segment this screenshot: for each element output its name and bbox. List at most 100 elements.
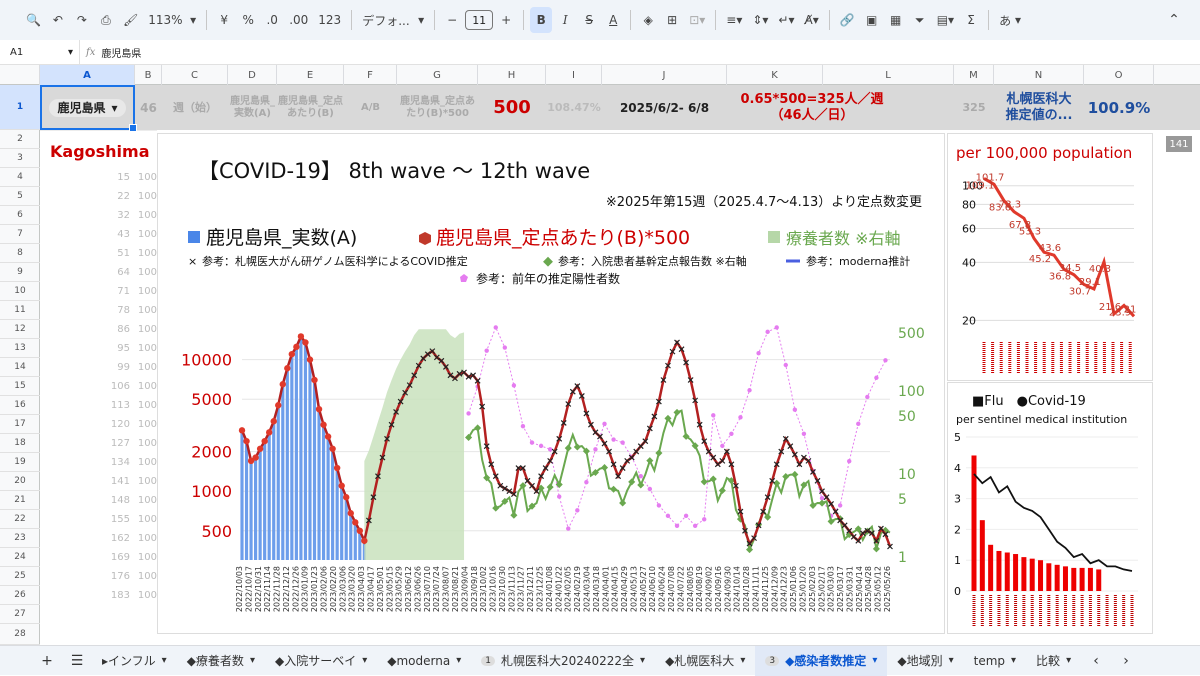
cell-value[interactable]: 155 bbox=[110, 514, 130, 525]
cell-value[interactable]: 100 bbox=[137, 324, 157, 335]
text-wrap-icon[interactable]: ↵▾ bbox=[778, 13, 795, 27]
cell-d1[interactable]: 鹿児島県_実数(A) bbox=[230, 95, 275, 119]
font-select[interactable]: デフォ... ▾ bbox=[358, 7, 428, 33]
sheet-tab[interactable]: ◆札幌医科大 ▾ bbox=[655, 646, 755, 676]
cell-h1[interactable]: 500 bbox=[493, 96, 531, 118]
cell-value[interactable]: 113 bbox=[110, 400, 130, 411]
cell-g1[interactable]: 鹿児島県_定点あたり(B)*500 bbox=[400, 95, 475, 119]
chevron-down-icon[interactable]: ▾ bbox=[948, 655, 954, 666]
row-header[interactable]: 2 bbox=[0, 130, 40, 149]
column-header-e[interactable]: E bbox=[277, 65, 344, 85]
chevron-down-icon[interactable]: ▾ bbox=[1011, 655, 1017, 666]
search-menus-icon[interactable]: 🔍 bbox=[26, 13, 41, 27]
row-header[interactable]: 10 bbox=[0, 282, 40, 301]
cell-value[interactable]: 100 bbox=[137, 229, 157, 240]
scroll-left-icon[interactable]: ‹ bbox=[1093, 652, 1099, 669]
row-header[interactable]: 1 bbox=[0, 85, 40, 130]
insert-chart-icon[interactable]: ▦ bbox=[890, 13, 902, 27]
region-dropdown[interactable]: 鹿児島県 ▾ bbox=[49, 98, 126, 117]
sentinel-chart[interactable]: ■Flu ●Covid-19 per sentinel medical inst… bbox=[947, 382, 1153, 634]
font-size-decrease-icon[interactable]: − bbox=[447, 13, 458, 27]
print-icon[interactable]: ⎙ bbox=[101, 12, 111, 27]
row-header[interactable]: 11 bbox=[0, 301, 40, 320]
row-header[interactable]: 7 bbox=[0, 225, 40, 244]
cell-value[interactable]: 100 bbox=[137, 533, 157, 544]
cell-i1[interactable]: 108.47% bbox=[547, 100, 601, 114]
formula-content[interactable]: 鹿児島県 bbox=[101, 48, 142, 60]
borders-icon[interactable]: ⊞ bbox=[667, 13, 678, 27]
row-header[interactable]: 4 bbox=[0, 168, 40, 187]
row-header[interactable]: 26 bbox=[0, 586, 40, 605]
column-header-i[interactable]: I bbox=[546, 65, 602, 85]
sheet-tab[interactable]: ◆入院サーベイ ▾ bbox=[265, 646, 377, 676]
row-header[interactable]: 21 bbox=[0, 491, 40, 510]
column-header-d[interactable]: D bbox=[228, 65, 277, 85]
row-header[interactable]: 25 bbox=[0, 567, 40, 586]
paint-format-icon[interactable]: 🖌 bbox=[122, 13, 139, 27]
cell-value[interactable]: 100 bbox=[137, 590, 157, 601]
currency-format-button[interactable]: ¥ bbox=[220, 13, 228, 27]
cell-value[interactable]: 95 bbox=[117, 343, 130, 354]
bold-icon[interactable]: B bbox=[530, 7, 553, 33]
column-header-j[interactable]: J bbox=[602, 65, 727, 85]
more-formats-button[interactable]: 123 bbox=[318, 13, 342, 27]
chevron-down-icon[interactable]: ▾ bbox=[362, 655, 368, 666]
column-header-m[interactable]: M bbox=[954, 65, 994, 85]
cell-value[interactable]: 100 bbox=[137, 419, 157, 430]
cell-f1[interactable]: A/B bbox=[360, 101, 380, 113]
chevron-down-icon[interactable]: ▾ bbox=[249, 655, 255, 666]
cell-value[interactable]: 100 bbox=[137, 343, 157, 354]
cell-value[interactable]: 43 bbox=[117, 229, 130, 240]
row-header[interactable]: 12 bbox=[0, 320, 40, 339]
cell-m1[interactable]: 325 bbox=[962, 100, 986, 114]
sheet-tab[interactable]: temp ▾ bbox=[964, 646, 1026, 676]
cell-value[interactable]: 100 bbox=[137, 172, 157, 183]
name-box[interactable]: A1 ▾ bbox=[0, 40, 80, 64]
insert-comment-icon[interactable]: ▣ bbox=[866, 13, 878, 27]
row-header[interactable]: 27 bbox=[0, 605, 40, 624]
cell-value[interactable]: 134 bbox=[110, 457, 130, 468]
cell-value[interactable]: 100 bbox=[137, 191, 157, 202]
chevron-down-icon[interactable]: ▾ bbox=[161, 655, 167, 666]
scroll-right-icon[interactable]: › bbox=[1123, 652, 1129, 669]
row-header[interactable]: 28 bbox=[0, 624, 40, 645]
undo-icon[interactable]: ↶ bbox=[52, 13, 63, 27]
main-chart[interactable]: 【COVID-19】 8th wave 〜 12th wave ※2025年第1… bbox=[157, 133, 945, 634]
zoom-select[interactable]: 113% ▾ bbox=[144, 7, 200, 33]
cell-value[interactable]: 78 bbox=[117, 305, 130, 316]
decrease-decimal-button[interactable]: .0 bbox=[266, 13, 278, 27]
cell-value[interactable]: 162 bbox=[110, 533, 130, 544]
row-header[interactable]: 24 bbox=[0, 548, 40, 567]
chevron-down-icon[interactable]: ▾ bbox=[1066, 655, 1072, 666]
cell-value[interactable]: 100 bbox=[137, 571, 157, 582]
cell-j1[interactable]: 2025/6/2- 6/8 bbox=[619, 100, 710, 115]
functions-icon[interactable]: Σ bbox=[967, 13, 975, 27]
cell-value[interactable]: 148 bbox=[110, 495, 130, 506]
cell-value[interactable]: 100 bbox=[137, 476, 157, 487]
row-header[interactable]: 3 bbox=[0, 149, 40, 168]
row-header[interactable]: 8 bbox=[0, 244, 40, 263]
cell-value[interactable]: 100 bbox=[137, 457, 157, 468]
cell-e1[interactable]: 鹿児島県_定点あたり(B) bbox=[278, 95, 343, 119]
cell-value[interactable]: 106 bbox=[110, 381, 130, 392]
font-size-input[interactable]: 11 bbox=[465, 10, 494, 30]
sheet-tab[interactable]: ◆moderna ▾ bbox=[377, 646, 471, 676]
cell-value[interactable]: 100 bbox=[137, 438, 157, 449]
cell-n1[interactable]: 札幌医科大 推定値の... bbox=[994, 85, 1084, 130]
row-header[interactable]: 6 bbox=[0, 206, 40, 225]
cell-o1[interactable]: 100.9% bbox=[1087, 98, 1151, 117]
column-header-c[interactable]: C bbox=[162, 65, 228, 85]
percent-format-button[interactable]: % bbox=[242, 13, 254, 27]
cell-value[interactable]: 100 bbox=[137, 248, 157, 259]
cell-value[interactable]: 100 bbox=[137, 381, 157, 392]
row-header[interactable]: 17 bbox=[0, 415, 40, 434]
cell-value[interactable]: 22 bbox=[117, 191, 130, 202]
cell-c1[interactable]: 週（始） bbox=[173, 100, 217, 114]
row-header[interactable]: 14 bbox=[0, 358, 40, 377]
all-sheets-icon[interactable]: ☰ bbox=[70, 652, 84, 669]
column-header-b[interactable]: B bbox=[135, 65, 162, 85]
strikethrough-icon[interactable]: S bbox=[585, 13, 593, 27]
cell-value[interactable]: 127 bbox=[110, 438, 130, 449]
sheet-tab[interactable]: 3 ◆感染者数推定 ▾ bbox=[755, 645, 888, 676]
cell-value[interactable]: 71 bbox=[117, 286, 130, 297]
